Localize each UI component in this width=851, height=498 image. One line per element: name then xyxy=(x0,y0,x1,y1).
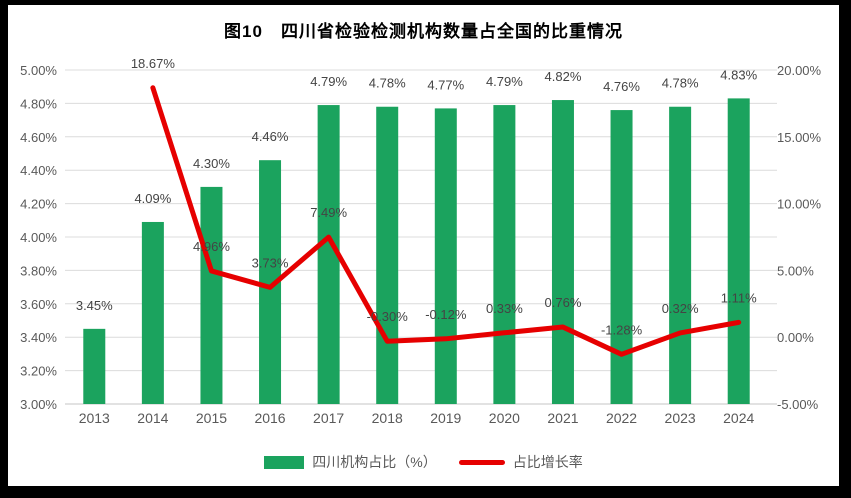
chart-title: 图10 四川省检验检测机构数量占全国的比重情况 xyxy=(224,22,623,41)
bar-2014 xyxy=(141,221,164,404)
left-axis-tick-label: 3.60% xyxy=(20,297,57,312)
left-axis-tick-label: 4.80% xyxy=(20,96,57,111)
x-axis-label-2022: 2022 xyxy=(606,410,637,426)
right-axis-tick-label: 20.00% xyxy=(777,63,822,78)
left-axis-tick-label: 3.80% xyxy=(20,263,57,278)
legend: 四川机构占比（%） 占比增长率 xyxy=(8,452,839,472)
line-label-2024: 1.11% xyxy=(721,290,757,305)
x-axis-label-2018: 2018 xyxy=(372,410,403,426)
bar-2021 xyxy=(551,100,574,404)
left-axis-tick-label: 4.60% xyxy=(20,130,57,145)
bar-label-2023: 4.78% xyxy=(662,76,699,91)
right-axis-tick-label: 15.00% xyxy=(777,130,822,145)
bar-2015 xyxy=(200,186,223,404)
x-axis-label-2014: 2014 xyxy=(137,410,168,426)
left-axis-tick-label: 5.00% xyxy=(20,63,57,78)
bar-2017 xyxy=(317,105,340,404)
right-axis-tick-label: -5.00% xyxy=(777,397,819,412)
right-axis-tick-label: 5.00% xyxy=(777,263,814,278)
left-axis-tick-label: 3.40% xyxy=(20,330,57,345)
x-axis-label-2017: 2017 xyxy=(313,410,344,426)
right-axis-tick-label: 10.00% xyxy=(777,197,822,212)
chart-canvas: 图10 四川省检验检测机构数量占全国的比重情况 3.00% 3.20% 3.40% 3… xyxy=(8,5,839,486)
legend-bar-label: 四川机构占比（%） xyxy=(312,454,437,470)
x-axis-label-2015: 2015 xyxy=(196,410,227,426)
line-series-swatch-icon xyxy=(458,459,505,465)
left-axis-tick-label: 3.00% xyxy=(20,397,57,412)
x-axis-label-2024: 2024 xyxy=(723,410,754,426)
line-label-2014: 18.67% xyxy=(131,56,176,71)
line-label-2021: 0.76% xyxy=(545,295,582,310)
line-label-2020: 0.33% xyxy=(486,301,523,316)
x-axis-label-2021: 2021 xyxy=(547,410,578,426)
left-axis-tick-label: 3.20% xyxy=(20,364,57,379)
x-axis-label-2023: 2023 xyxy=(665,410,696,426)
line-label-2015: 4.96% xyxy=(193,239,230,254)
bar-label-2022: 4.76% xyxy=(603,79,640,94)
bar-2024 xyxy=(727,98,750,404)
growth-rate-line xyxy=(150,85,742,357)
bar-label-2024: 4.83% xyxy=(720,67,757,82)
bar-label-2017: 4.79% xyxy=(310,74,347,89)
left-axis-tick-label: 4.40% xyxy=(20,163,57,178)
bar-2019 xyxy=(434,108,457,404)
left-axis-tick-label: 4.20% xyxy=(20,197,57,212)
bar-2013 xyxy=(83,328,106,404)
bar-2020 xyxy=(493,105,516,404)
line-label-2023: 0.32% xyxy=(662,301,699,316)
line-label-2017: 7.49% xyxy=(310,205,347,220)
legend-item-line: 占比增长率 xyxy=(458,452,583,472)
bar-label-2013: 3.45% xyxy=(76,298,113,313)
bar-label-2016: 4.46% xyxy=(252,129,289,144)
bar-2016 xyxy=(259,160,282,404)
bar-label-2019: 4.77% xyxy=(427,77,464,92)
legend-item-bar: 四川机构占比（%） xyxy=(264,452,437,472)
bar-label-2015: 4.30% xyxy=(193,156,230,171)
bar-2018 xyxy=(376,106,399,405)
x-axis-label-2019: 2019 xyxy=(430,410,461,426)
right-axis-tick-label: 0.00% xyxy=(777,330,814,345)
plot-svg: 3.00% 3.20% 3.40% 3.60% 3.80% 4.00% 4.20% 4.40%… xyxy=(20,56,822,426)
bar-label-2021: 4.82% xyxy=(545,69,582,84)
bar-series-swatch-icon xyxy=(264,455,305,469)
bar-2022 xyxy=(610,110,633,404)
line-label-2018: -0.30% xyxy=(367,309,409,324)
bar-label-2014: 4.09% xyxy=(134,191,171,206)
x-axis-label-2016: 2016 xyxy=(254,410,285,426)
x-axis-label-2013: 2013 xyxy=(79,410,110,426)
left-axis-tick-label: 4.00% xyxy=(20,230,57,245)
bar-label-2020: 4.79% xyxy=(486,74,523,89)
bar-label-2018: 4.78% xyxy=(369,76,406,91)
line-label-2016: 3.73% xyxy=(252,255,289,270)
x-axis-label-2020: 2020 xyxy=(489,410,520,426)
bar-2023 xyxy=(669,106,692,405)
legend-line-label: 占比增长率 xyxy=(512,454,583,470)
line-label-2022: -1.28% xyxy=(601,322,643,337)
line-label-2019: -0.12% xyxy=(425,307,467,322)
